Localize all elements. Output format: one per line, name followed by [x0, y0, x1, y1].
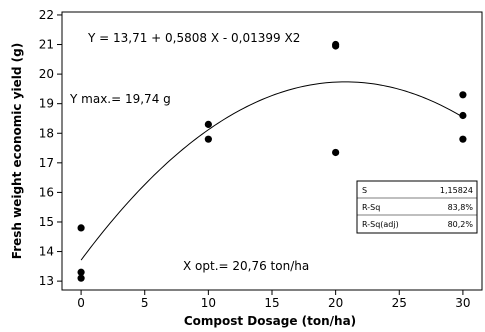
data-point [204, 120, 212, 128]
y-tick-label: 19 [39, 97, 54, 111]
stats-value-s: 1,15824 [440, 186, 473, 195]
data-point [77, 224, 85, 232]
data-point [204, 135, 212, 143]
plot-frame [61, 11, 483, 291]
stats-label-s: S [362, 186, 367, 195]
equation-annotation: Y = 13,71 + 0,5808 X - 0,01399 X2 [87, 31, 300, 45]
xopt-annotation: X opt.= 20,76 ton/ha [183, 259, 309, 273]
y-tick-label: 16 [39, 185, 54, 199]
y-tick-label: 14 [39, 245, 54, 259]
y-tick-label: 15 [39, 215, 54, 229]
data-point [459, 91, 467, 99]
x-tick-label: 15 [264, 296, 279, 310]
y-axis-label: Fresh weight economic yield (g) [10, 43, 24, 259]
x-tick-label: 25 [392, 296, 407, 310]
stats-label-rsq: R-Sq [362, 203, 380, 212]
x-tick-label: 0 [77, 296, 85, 310]
stats-box-frame [356, 180, 478, 234]
stats-box: S 1,15824 R-Sq 83,8% R-Sq(adj) 80,2% [356, 180, 478, 234]
y-tick-label: 20 [39, 67, 54, 81]
y-tick-label: 21 [39, 38, 54, 52]
fit-curve-layer [80, 81, 464, 261]
data-point [459, 135, 467, 143]
y-tick-label: 22 [39, 8, 54, 22]
data-points-layer [77, 40, 467, 282]
data-point [77, 268, 85, 276]
stats-value-rsq: 83,8% [448, 203, 474, 212]
x-tick-label: 5 [141, 296, 149, 310]
data-point [459, 111, 467, 120]
x-axis-label: Compost Dosage (ton/ha) [184, 314, 356, 328]
axis-ticks-layer: 0 5 10 15 20 25 30 13 14 15 16 17 18 19 20 21 22 [39, 8, 471, 310]
x-tick-label: 20 [328, 296, 343, 310]
stats-label-rsq-adj: R-Sq(adj) [362, 220, 399, 229]
x-tick-label: 30 [455, 296, 470, 310]
y-tick-label: 13 [39, 274, 54, 288]
ymax-annotation: Y max.= 19,74 g [69, 92, 171, 106]
data-point [77, 274, 85, 282]
stats-value-rsq-adj: 80,2% [448, 220, 474, 229]
data-point [332, 148, 340, 157]
x-tick-label: 10 [201, 296, 216, 310]
y-tick-label: 18 [39, 126, 54, 140]
y-tick-label: 17 [39, 156, 54, 170]
regression-curve [80, 81, 464, 261]
data-point [332, 42, 340, 50]
